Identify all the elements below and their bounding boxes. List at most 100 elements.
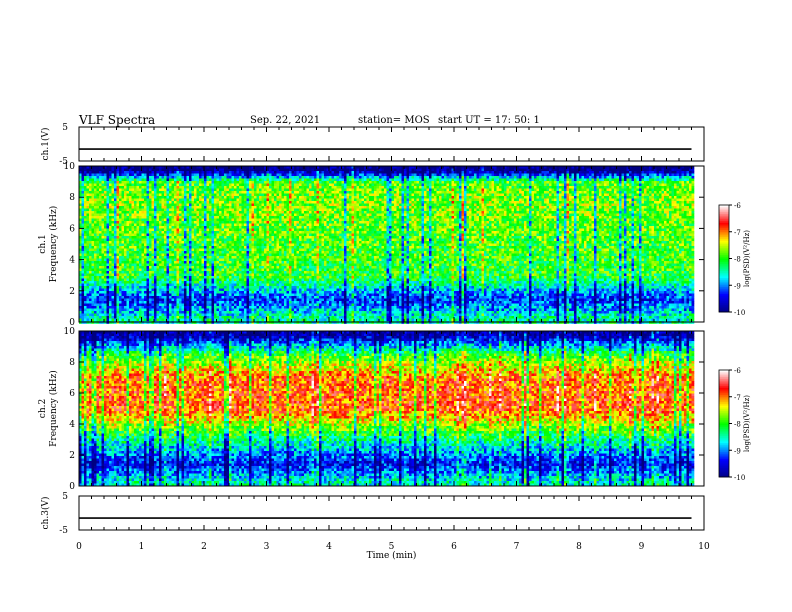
spectrogram-cell bbox=[176, 238, 180, 242]
spectrogram-cell bbox=[254, 176, 257, 179]
spectrogram-cell bbox=[209, 231, 212, 234]
spectrogram-cell bbox=[114, 293, 117, 297]
spectrogram-cell bbox=[136, 283, 140, 287]
spectrogram-cell bbox=[124, 263, 127, 267]
spectrogram-cell bbox=[164, 246, 167, 249]
spectrogram-cell bbox=[106, 216, 110, 219]
spectrogram-cell bbox=[249, 226, 252, 229]
spectrogram-cell bbox=[151, 223, 155, 227]
spectrogram-cell bbox=[181, 308, 185, 312]
spectrogram-cell bbox=[236, 183, 240, 187]
spectrogram-cell bbox=[211, 211, 215, 214]
spectrogram-cell bbox=[99, 193, 102, 197]
spectrogram-cell bbox=[96, 241, 100, 244]
spectrogram-cell bbox=[194, 248, 197, 252]
spectrogram-cell bbox=[206, 216, 210, 219]
spectrogram-cell bbox=[254, 271, 257, 274]
spectrogram-cell bbox=[146, 183, 150, 187]
spectrogram-cell bbox=[86, 268, 90, 272]
spectrogram-cell bbox=[106, 253, 110, 257]
spectrogram-cell bbox=[131, 206, 135, 209]
spectrogram-cell bbox=[131, 288, 135, 292]
spectrogram-cell bbox=[171, 318, 175, 322]
spectrogram-cell bbox=[134, 273, 137, 277]
spectrogram-cell bbox=[119, 171, 122, 174]
spectrogram-cell bbox=[114, 198, 117, 202]
spectrogram-cell bbox=[129, 248, 132, 252]
spectrogram-cell bbox=[99, 183, 102, 187]
spectrogram-cell bbox=[84, 251, 87, 254]
spectrogram-cell bbox=[91, 218, 95, 222]
spectrogram-cell bbox=[161, 216, 165, 219]
spectrogram-cell bbox=[241, 243, 245, 247]
spectrogram-cell bbox=[86, 308, 90, 312]
spectrogram-cell bbox=[244, 211, 247, 214]
spectrogram-cell bbox=[194, 251, 197, 254]
spectrogram-cell bbox=[99, 268, 102, 272]
spectrogram-cell bbox=[186, 221, 190, 224]
spectrogram-cell bbox=[224, 183, 227, 187]
spectrogram-cell bbox=[201, 318, 205, 322]
spectrogram-cell bbox=[126, 306, 130, 309]
spectrogram-cell bbox=[176, 203, 180, 207]
spectrogram-cell bbox=[226, 261, 230, 264]
spectrogram-cell bbox=[229, 268, 232, 272]
spectrogram-cell bbox=[266, 281, 270, 284]
spectrogram-cell bbox=[189, 253, 192, 257]
spectrogram-cell bbox=[124, 296, 127, 299]
spectrogram-cell bbox=[216, 173, 220, 177]
spectrogram-cell bbox=[201, 218, 205, 222]
spectrogram-cell bbox=[266, 201, 270, 204]
spectrogram-cell bbox=[136, 318, 140, 322]
spectrogram-cell bbox=[179, 308, 182, 312]
spectrogram-cell bbox=[266, 253, 270, 257]
spectrogram-cell bbox=[131, 311, 135, 314]
spectrogram-cell bbox=[179, 188, 182, 192]
spectrogram-cell bbox=[99, 198, 102, 202]
spectrogram-cell bbox=[209, 308, 212, 312]
spectrogram-cell bbox=[129, 258, 132, 262]
spectrogram-cell bbox=[116, 316, 120, 319]
spectrogram-cell bbox=[86, 313, 90, 317]
spectrogram-cell bbox=[176, 176, 180, 179]
spectrogram-cell bbox=[141, 271, 145, 274]
spectrogram-cell bbox=[176, 183, 180, 187]
spectrogram-cell bbox=[234, 213, 237, 217]
spectrogram-cell bbox=[254, 288, 257, 292]
spectrogram-cell bbox=[131, 191, 135, 194]
spectrogram-cell bbox=[236, 236, 240, 239]
spectrogram-cell bbox=[81, 183, 85, 187]
spectrogram-cell bbox=[146, 268, 150, 272]
spectrogram-cell bbox=[106, 266, 110, 269]
spectrogram-cell bbox=[211, 281, 215, 284]
spectrogram-cell bbox=[269, 303, 272, 307]
spectrogram-cell bbox=[194, 168, 197, 172]
spectrogram-cell bbox=[121, 226, 125, 229]
spectrogram-cell bbox=[199, 283, 202, 287]
spectrogram-cell bbox=[216, 246, 220, 249]
spectrogram-cell bbox=[259, 256, 262, 259]
spectrogram-cell bbox=[121, 171, 125, 174]
spectrogram-cell bbox=[214, 188, 217, 192]
spectrogram-cell bbox=[104, 238, 107, 242]
spectrogram-cell bbox=[246, 213, 250, 217]
spectrogram-cell bbox=[99, 226, 102, 229]
spectrogram-cell bbox=[86, 186, 90, 189]
spectrogram-cell bbox=[254, 178, 257, 182]
spectrogram-cell bbox=[81, 268, 85, 272]
spectrogram-cell bbox=[196, 283, 200, 287]
spectrogram-cell bbox=[146, 238, 150, 242]
spectrogram-cell bbox=[114, 281, 117, 284]
spectrogram-cell bbox=[194, 193, 197, 197]
spectrogram-cell bbox=[219, 258, 222, 262]
spectrogram-cell bbox=[239, 256, 242, 259]
spectrogram-cell bbox=[221, 166, 225, 169]
spectrogram-cell bbox=[231, 313, 235, 317]
spectrogram-cell bbox=[266, 243, 270, 247]
spectrogram-cell bbox=[199, 303, 202, 307]
spectrogram-cell bbox=[84, 173, 87, 177]
spectrogram-cell bbox=[251, 313, 255, 317]
spectrogram-cell bbox=[204, 256, 207, 259]
spectrogram-cell bbox=[231, 318, 235, 322]
